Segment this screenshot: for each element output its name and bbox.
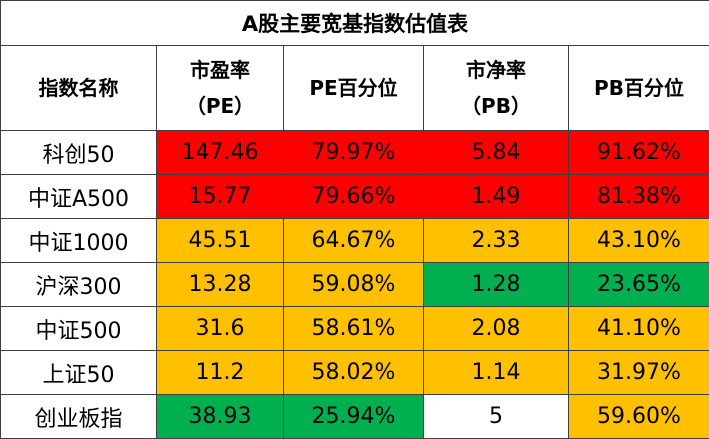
cell-index-name: 中证A500 xyxy=(1,175,157,219)
header-pb-line2: （PB） xyxy=(424,88,568,124)
header-index-name-label: 指数名称 xyxy=(39,76,119,100)
table-title: A股主要宽基指数估值表 xyxy=(1,1,709,46)
header-pb-line1: 市净率 xyxy=(424,52,568,88)
cell-pe: 31.6 xyxy=(157,307,284,351)
cell-pe-percentile: 64.67% xyxy=(284,219,424,263)
cell-pe: 13.28 xyxy=(157,263,284,307)
cell-pb: 5.84 xyxy=(424,131,569,175)
cell-pe-percentile: 58.02% xyxy=(284,351,424,395)
cell-pb: 2.08 xyxy=(424,307,569,351)
cell-pb: 2.33 xyxy=(424,219,569,263)
cell-index-name: 中证1000 xyxy=(1,219,157,263)
table-title-row: A股主要宽基指数估值表 xyxy=(1,1,709,46)
cell-index-name: 科创50 xyxy=(1,131,157,175)
cell-pb: 1.28 xyxy=(424,263,569,307)
cell-pe-percentile: 79.66% xyxy=(284,175,424,219)
cell-pe-percentile: 79.97% xyxy=(284,131,424,175)
header-index-name: 指数名称 xyxy=(1,46,157,131)
cell-pe-percentile: 59.08% xyxy=(284,263,424,307)
cell-pe: 15.77 xyxy=(157,175,284,219)
cell-pe: 38.93 xyxy=(157,395,284,439)
cell-pe-percentile: 25.94% xyxy=(284,395,424,439)
cell-index-name: 创业板指 xyxy=(1,395,157,439)
cell-pb-percentile: 91.62% xyxy=(569,131,709,175)
header-pb: 市净率 （PB） xyxy=(424,46,569,131)
cell-pe: 147.46 xyxy=(157,131,284,175)
table-header-row: 指数名称 市盈率 （PE） PE百分位 市净率 （PB） PB百分位 xyxy=(1,46,709,131)
header-pb-percentile: PB百分位 xyxy=(569,46,709,131)
cell-pb-percentile: 23.65% xyxy=(569,263,709,307)
cell-index-name: 中证500 xyxy=(1,307,157,351)
cell-pb-percentile: 41.10% xyxy=(569,307,709,351)
header-pe-line2: （PE） xyxy=(157,88,283,124)
cell-pb-percentile: 31.97% xyxy=(569,351,709,395)
header-pe-percentile: PE百分位 xyxy=(284,46,424,131)
cell-pb: 1.14 xyxy=(424,351,569,395)
cell-pe-percentile: 58.61% xyxy=(284,307,424,351)
cell-pb-percentile: 43.10% xyxy=(569,219,709,263)
cell-pe: 11.2 xyxy=(157,351,284,395)
cell-pe: 45.51 xyxy=(157,219,284,263)
header-pb-percentile-label: PB百分位 xyxy=(594,76,684,100)
cell-pb-percentile: 81.38% xyxy=(569,175,709,219)
header-pe: 市盈率 （PE） xyxy=(157,46,284,131)
cell-pb: 1.49 xyxy=(424,175,569,219)
cell-index-name: 上证50 xyxy=(1,351,157,395)
cell-index-name: 沪深300 xyxy=(1,263,157,307)
cell-pb: 5 xyxy=(424,395,569,439)
cell-pb-percentile: 59.60% xyxy=(569,395,709,439)
header-pe-percentile-label: PE百分位 xyxy=(309,76,397,100)
header-pe-line1: 市盈率 xyxy=(157,52,283,88)
